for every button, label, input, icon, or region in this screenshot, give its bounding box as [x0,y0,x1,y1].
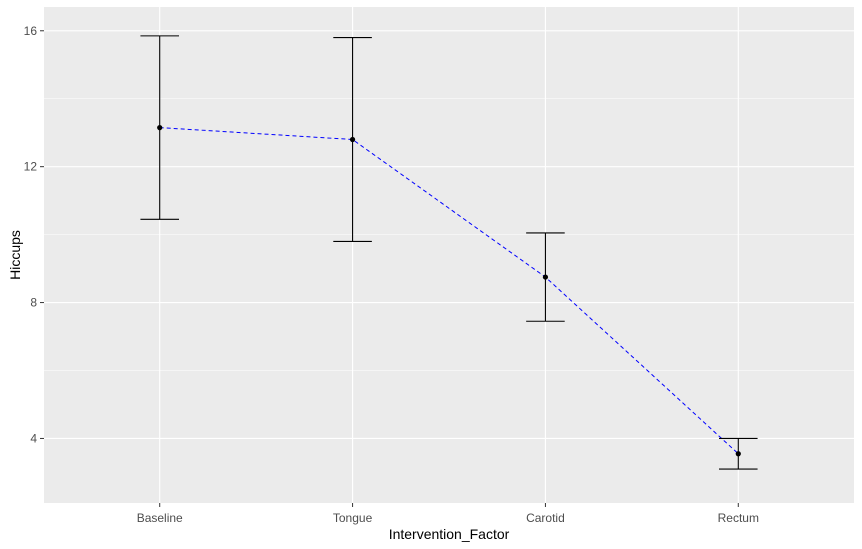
data-point [349,136,356,143]
x-tick-label: Carotid [526,511,565,525]
x-tick-label: Rectum [718,511,759,525]
data-point [157,125,163,131]
series-line-group [159,127,739,455]
data-point [735,451,741,457]
series-line [159,127,739,455]
x-axis: Baseline Tongue Carotid Rectum [137,503,759,525]
x-tick-label: Tongue [333,511,373,525]
plot-panel [44,7,854,503]
points-group [157,125,741,457]
data-point [542,274,549,280]
minor-gridlines [44,98,854,371]
x-axis-title: Intervention_Factor [389,526,510,542]
y-tick-label: 12 [24,160,38,174]
x-tick-label: Baseline [137,511,183,525]
major-gridlines [44,7,854,503]
y-axis-title: Hiccups [7,230,23,280]
y-axis: 4 8 12 16 [24,24,44,445]
y-tick-label: 8 [30,296,37,310]
y-tick-label: 16 [24,24,38,38]
y-tick-label: 4 [30,431,37,445]
